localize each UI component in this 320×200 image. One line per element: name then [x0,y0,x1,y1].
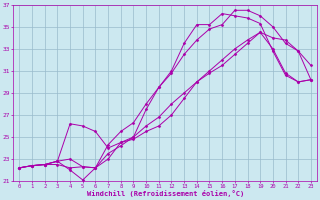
X-axis label: Windchill (Refroidissement éolien,°C): Windchill (Refroidissement éolien,°C) [86,190,244,197]
